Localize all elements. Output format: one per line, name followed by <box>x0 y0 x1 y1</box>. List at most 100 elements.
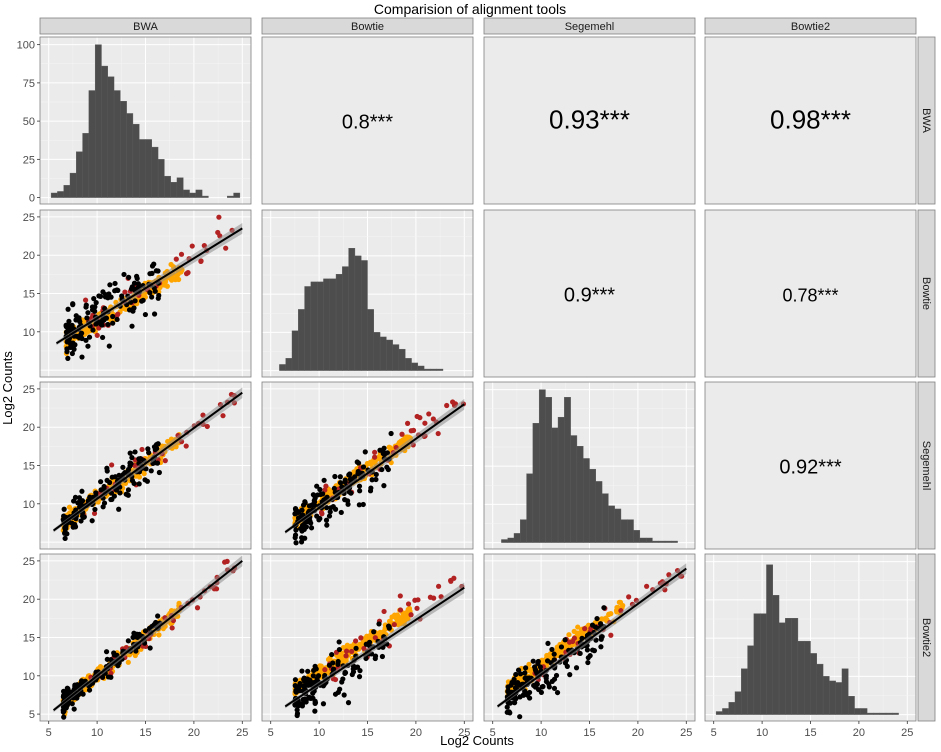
point-black <box>328 505 334 511</box>
point-black <box>100 334 106 341</box>
point-black <box>336 646 343 653</box>
point-black <box>79 488 85 494</box>
y-tick-label-count: 50 <box>23 116 35 128</box>
fit-line-bowtie-segemehl <box>284 403 465 533</box>
point-black <box>337 480 344 486</box>
strip-top-bowtie2 <box>704 17 917 35</box>
hist-bar-segemehl-6 <box>532 423 540 543</box>
hist-bar-bowtie-11 <box>342 266 349 371</box>
point-black <box>129 455 135 461</box>
point-red <box>361 645 367 652</box>
y-tick-label: 25 <box>23 384 35 396</box>
point-orange <box>396 439 402 446</box>
point-black <box>83 302 89 308</box>
point-black <box>92 308 98 314</box>
hist-bar-bowtie2-25 <box>873 712 880 715</box>
x-tick-label: 15 <box>139 727 151 739</box>
point-black <box>62 530 68 536</box>
point-black <box>144 478 151 484</box>
hist-bar-bwa-20 <box>176 177 184 198</box>
point-black <box>109 474 115 480</box>
point-black <box>102 305 108 312</box>
point-black <box>125 466 132 473</box>
point-black <box>128 286 135 292</box>
point-black <box>535 686 542 693</box>
hist-bar-bwa-14 <box>139 139 146 198</box>
point-black <box>156 469 162 476</box>
point-black <box>78 332 84 338</box>
point-black <box>109 496 115 503</box>
point-black <box>297 680 303 687</box>
point-black <box>521 692 527 698</box>
hist-bar-bowtie-22 <box>411 362 419 371</box>
point-black <box>315 492 321 498</box>
point-black <box>360 464 367 470</box>
point-black <box>92 506 98 513</box>
point-black <box>61 506 67 512</box>
corr-label-bowtie-segemehl: 0.9*** <box>564 285 615 307</box>
point-black <box>598 636 604 642</box>
point-red <box>397 593 403 599</box>
strip-top-bwa <box>39 17 252 35</box>
point-black <box>335 658 341 665</box>
hist-bar-bowtie-25 <box>430 368 437 371</box>
point-black <box>320 701 327 707</box>
point-black <box>573 665 580 671</box>
point-black <box>326 662 333 668</box>
point-red <box>397 607 404 613</box>
y-tick-label: 10 <box>23 327 35 339</box>
point-orange <box>162 282 168 288</box>
point-black <box>97 293 104 299</box>
point-black <box>345 700 352 706</box>
point-black <box>71 706 77 712</box>
y-tick-label-count: 25 <box>23 154 35 166</box>
point-black <box>76 315 82 321</box>
point-red <box>381 608 387 615</box>
hist-bar-segemehl-8 <box>545 397 552 543</box>
x-tick-label: 15 <box>583 727 595 739</box>
hist-bar-bwa-0 <box>50 192 58 198</box>
hist-bar-bowtie2-13 <box>797 640 805 715</box>
point-black <box>381 483 387 489</box>
point-black <box>292 702 298 708</box>
hist-bar-bwa-8 <box>101 65 108 198</box>
hist-bar-bowtie2-6 <box>753 613 761 715</box>
point-red <box>343 653 349 659</box>
point-black <box>388 430 394 437</box>
panel-bg-0-1 <box>262 37 473 204</box>
point-black <box>67 689 74 695</box>
hist-bar-segemehl-27 <box>664 540 672 543</box>
point-black <box>108 656 114 663</box>
point-black <box>543 678 550 685</box>
point-black <box>107 282 113 288</box>
point-red <box>422 420 428 426</box>
point-black <box>117 490 123 496</box>
panel-border-0-3 <box>704 36 917 205</box>
hist-bar-bwa-13 <box>132 123 140 198</box>
y-tick-label: 20 <box>23 594 35 606</box>
hist-bar-segemehl-7 <box>538 389 546 543</box>
hist-bar-bowtie2-12 <box>791 618 799 715</box>
point-black <box>293 540 299 546</box>
y-tick-label: 5 <box>29 709 35 721</box>
point-red <box>82 297 89 303</box>
point-black <box>136 633 142 639</box>
point-red <box>332 676 339 683</box>
fit-line-bwa-bowtie <box>55 227 243 345</box>
strip-right-label-bowtie2: Bowtie2 <box>920 618 932 657</box>
point-orange <box>406 607 412 613</box>
x-tick-label: 5 <box>490 727 496 739</box>
point-red <box>571 635 578 641</box>
hist-bar-bwa-18 <box>164 175 171 198</box>
point-black <box>601 605 607 611</box>
point-black <box>305 679 312 685</box>
fit-line-bwa-bowtie2 <box>52 560 243 712</box>
point-black <box>72 684 78 690</box>
fit-line-bowtie-bowtie2 <box>284 586 465 708</box>
hist-bar-bwa-9 <box>107 76 115 198</box>
panel-border-1-2 <box>483 209 696 378</box>
panel-border-1-1 <box>261 209 474 378</box>
hist-bar-bwa-4 <box>76 151 83 198</box>
panel-bg-1-3 <box>705 210 916 377</box>
strip-right-segemehl <box>917 381 936 550</box>
